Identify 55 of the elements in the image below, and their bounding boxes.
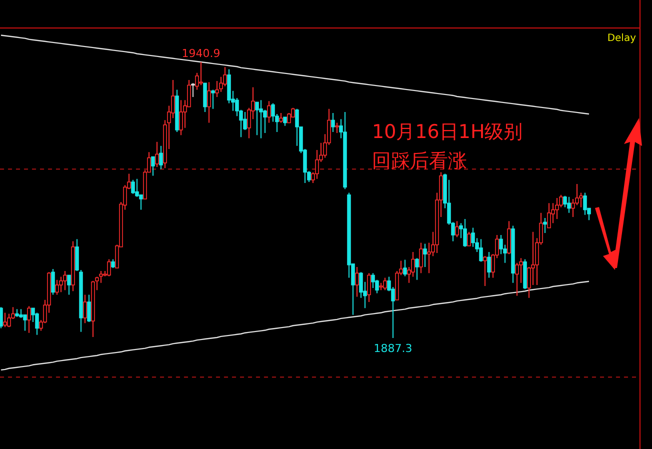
candlestick: [131, 179, 135, 194]
candlestick: [355, 266, 359, 298]
candlestick: [463, 218, 467, 248]
candlestick: [279, 112, 283, 124]
candlestick: [403, 259, 407, 277]
candlestick: [51, 268, 55, 296]
candlestick: [87, 294, 91, 323]
candlestick: [3, 312, 7, 328]
candlestick: [155, 141, 159, 168]
candlestick: [455, 220, 459, 238]
candlestick: [55, 279, 59, 296]
candlestick: [179, 100, 183, 136]
text: Delay: [607, 33, 636, 44]
candlestick: [0, 306, 3, 329]
candlestick: [267, 100, 271, 124]
candlestick: [27, 306, 31, 334]
candlestick: [335, 122, 339, 134]
candlestick: [367, 272, 371, 302]
candlestick: [479, 238, 483, 262]
annotation: 1940.9: [182, 47, 220, 60]
candlestick: [67, 274, 71, 296]
candlestick: [483, 256, 487, 286]
candlestick: [287, 112, 291, 124]
candlestick: [207, 82, 211, 124]
candlestick: [547, 202, 551, 228]
candlestick: [215, 80, 219, 98]
candlestick: [515, 262, 519, 296]
annotation: 回踩后看涨: [372, 150, 467, 172]
annotation: 1887.3: [374, 342, 412, 355]
candlestick: [567, 196, 571, 214]
candlestick: [259, 100, 263, 139]
candlestick: [555, 197, 559, 220]
candlestick: [331, 112, 335, 133]
candlestick: [371, 272, 375, 289]
candlestick: [543, 218, 547, 234]
candlestick: [191, 82, 195, 98]
candlestick: [211, 89, 215, 110]
candlestick: [107, 258, 111, 277]
candlestick: [255, 102, 259, 136]
candlestick: [467, 231, 471, 246]
annotation: 10月16日1H级别: [372, 121, 523, 143]
candlestick: [423, 243, 427, 268]
candlestick: [419, 242, 423, 274]
candlestick: [487, 252, 491, 278]
candlestick: [415, 258, 419, 280]
candlestick: [159, 145, 163, 170]
candlestick: [99, 270, 103, 284]
candlestick: [199, 62, 203, 86]
candlestick: [203, 82, 207, 112]
candlestick: [63, 270, 67, 291]
candlestick: [383, 277, 387, 291]
candlestick: [135, 178, 139, 198]
candlestick: [151, 156, 155, 176]
candlestick: [583, 192, 587, 216]
candlestick: [83, 294, 87, 324]
